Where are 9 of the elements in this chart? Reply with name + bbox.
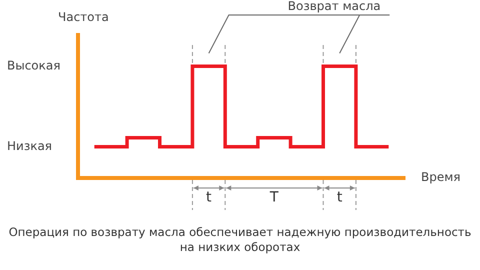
text: Высокая bbox=[7, 58, 60, 72]
text: t bbox=[336, 190, 343, 206]
text: Операция по возврату масла обеспечивает надежную производительность на низких оборотах bbox=[8, 225, 472, 255]
y-axis-title: Частота bbox=[58, 10, 109, 24]
text: Возврат масла bbox=[288, 0, 381, 14]
text: t bbox=[206, 190, 212, 206]
text: T bbox=[268, 190, 279, 206]
x-axis-title: Время bbox=[421, 170, 461, 184]
text: Низкая bbox=[7, 138, 52, 153]
